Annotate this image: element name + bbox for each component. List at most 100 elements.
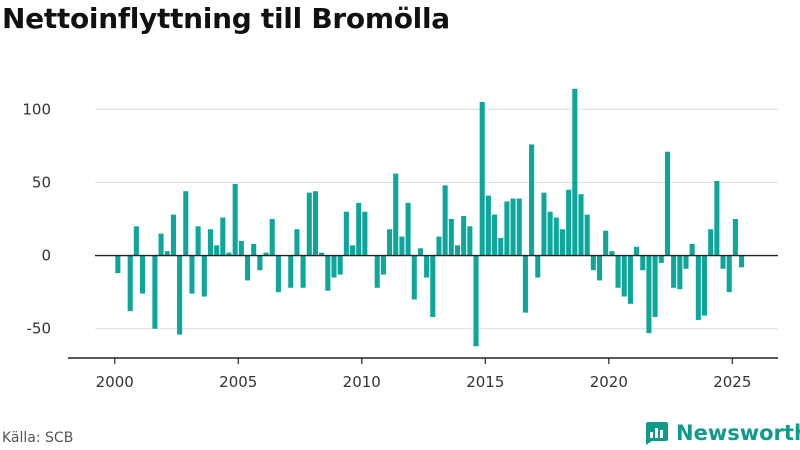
bar xyxy=(362,211,368,256)
bar xyxy=(393,173,399,256)
y-axis-ticks: 100 50 0 -50 xyxy=(22,100,51,337)
x-tick-label: 2005 xyxy=(219,373,257,391)
bar xyxy=(522,255,528,313)
bar xyxy=(183,191,189,256)
bar xyxy=(325,255,331,291)
bar xyxy=(226,252,232,256)
bar xyxy=(411,255,417,300)
y-tick-label: 0 xyxy=(41,247,51,265)
bar xyxy=(195,226,201,256)
bar xyxy=(485,195,491,256)
bar xyxy=(319,252,325,256)
source-note: Källa: SCB xyxy=(2,430,74,446)
bar xyxy=(720,255,726,269)
bar xyxy=(504,201,510,256)
bar xyxy=(572,88,578,256)
bar xyxy=(664,151,670,256)
bar xyxy=(430,255,436,318)
bar xyxy=(683,255,689,269)
bar xyxy=(356,202,362,256)
bar xyxy=(269,219,275,256)
bar xyxy=(498,238,504,256)
bar xyxy=(695,255,701,320)
bar xyxy=(294,229,300,256)
bars xyxy=(115,88,745,347)
bar xyxy=(300,255,306,288)
bar xyxy=(615,255,621,288)
y-tick-label: 100 xyxy=(22,100,51,118)
bar xyxy=(220,217,226,256)
x-tick-label: 2025 xyxy=(713,373,751,391)
x-axis-ticks: 2000 2005 2010 2015 2020 2025 xyxy=(96,358,751,391)
x-tick-label: 2015 xyxy=(466,373,504,391)
chart-title: Nettoinflyttning till Bromölla xyxy=(2,2,450,35)
bar xyxy=(448,219,454,256)
bar xyxy=(343,211,349,256)
bar xyxy=(658,255,664,263)
bar xyxy=(677,255,683,290)
bar xyxy=(467,226,473,256)
bar xyxy=(374,255,380,288)
bar xyxy=(732,219,738,256)
bar xyxy=(646,255,652,334)
bar xyxy=(461,216,467,256)
bar xyxy=(306,192,312,256)
bar xyxy=(189,255,195,294)
bar xyxy=(584,214,590,256)
bar xyxy=(263,252,269,256)
bar xyxy=(739,255,745,268)
bar xyxy=(152,255,158,329)
newsworthy-logo[interactable]: Newsworthy xyxy=(643,420,800,446)
bar xyxy=(442,185,448,256)
bar xyxy=(652,255,658,318)
bar xyxy=(405,202,411,256)
newsworthy-logo-icon xyxy=(646,422,668,445)
bar xyxy=(127,255,133,312)
bar xyxy=(115,255,121,274)
x-tick-label: 2010 xyxy=(343,373,381,391)
bar xyxy=(559,229,566,256)
bar xyxy=(597,255,603,281)
bar xyxy=(627,255,633,304)
x-tick-label: 2000 xyxy=(96,373,134,391)
bar xyxy=(214,245,220,256)
bar xyxy=(245,255,251,281)
bar xyxy=(590,255,596,271)
y-tick-label: -50 xyxy=(27,320,52,338)
bar xyxy=(714,180,720,256)
bar xyxy=(516,198,522,256)
bar xyxy=(312,191,318,256)
bar xyxy=(510,198,516,256)
bar xyxy=(275,255,281,293)
bar xyxy=(177,255,183,335)
bar xyxy=(553,217,559,256)
bar xyxy=(454,245,461,256)
bar xyxy=(726,255,732,293)
bar xyxy=(436,236,442,256)
bar xyxy=(331,255,337,278)
y-tick-label: 50 xyxy=(32,173,51,191)
bar xyxy=(251,243,257,256)
bar xyxy=(479,101,485,256)
bar xyxy=(634,246,640,256)
bar xyxy=(492,214,498,256)
bar xyxy=(288,255,294,288)
bar xyxy=(578,194,584,256)
brand-name: Newsworthy xyxy=(676,421,800,445)
bar xyxy=(424,255,430,278)
bar xyxy=(541,192,547,256)
x-tick-label: 2020 xyxy=(590,373,628,391)
bar xyxy=(133,226,139,256)
bar xyxy=(207,229,214,256)
bar xyxy=(140,255,146,294)
bar xyxy=(689,243,695,256)
bar xyxy=(238,240,244,256)
bar xyxy=(708,229,714,256)
bar xyxy=(380,255,386,275)
bar xyxy=(257,255,263,271)
bar xyxy=(417,248,423,256)
bar xyxy=(170,214,176,256)
bar xyxy=(201,255,207,297)
bar xyxy=(566,189,572,256)
